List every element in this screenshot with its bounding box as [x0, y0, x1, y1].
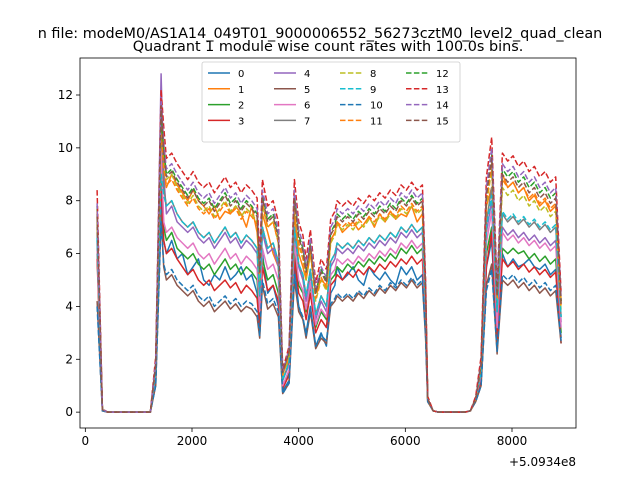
legend-label-15: 15	[436, 116, 449, 127]
legend-label-7: 7	[304, 116, 310, 127]
y-tick-label: 0	[65, 405, 73, 419]
x-axis: 0 2000 4000 6000 8000	[82, 428, 528, 448]
legend-label-2: 2	[238, 101, 244, 112]
series-line-9	[96, 173, 562, 413]
x-tick-label: 8000	[497, 434, 528, 448]
x-tick-label: 0	[82, 434, 90, 448]
series-line-10	[96, 221, 562, 413]
y-tick-label: 4	[65, 299, 73, 313]
legend-label-3: 3	[238, 116, 244, 127]
legend-box	[201, 61, 461, 143]
series-line-11	[96, 125, 562, 413]
legend-label-12: 12	[436, 69, 449, 80]
legend-label-9: 9	[370, 85, 376, 96]
legend-label-8: 8	[370, 69, 376, 80]
legend-label-5: 5	[304, 85, 310, 96]
x-axis-offset-label: +5.0934e8	[509, 455, 576, 469]
y-tick-label: 12	[58, 88, 73, 102]
legend-label-0: 0	[238, 69, 244, 80]
figure-suptitle: n file: modeM0/AS1A14_049T01_9000006552_…	[38, 26, 603, 42]
x-tick-label: 4000	[283, 434, 314, 448]
legend-label-10: 10	[370, 101, 383, 112]
y-tick-label: 2	[65, 352, 73, 366]
legend-label-11: 11	[370, 116, 383, 127]
plot-frame	[79, 57, 577, 429]
y-tick-label: 8	[65, 194, 73, 208]
x-tick-label: 2000	[177, 434, 208, 448]
x-tick-label: 6000	[390, 434, 421, 448]
series-layer	[96, 73, 562, 413]
series-line-3	[96, 178, 562, 413]
legend-label-14: 14	[436, 101, 449, 112]
legend-label-13: 13	[436, 85, 449, 96]
y-axis: 0 2 4 6 8 10 12	[58, 88, 80, 419]
y-tick-label: 6	[65, 247, 73, 261]
chart-title: Quadrant 1 module wise count rates with …	[133, 39, 524, 55]
legend-label-6: 6	[304, 101, 310, 112]
legend-label-4: 4	[304, 69, 310, 80]
y-tick-label: 10	[58, 141, 73, 155]
legend-label-1: 1	[238, 85, 244, 96]
